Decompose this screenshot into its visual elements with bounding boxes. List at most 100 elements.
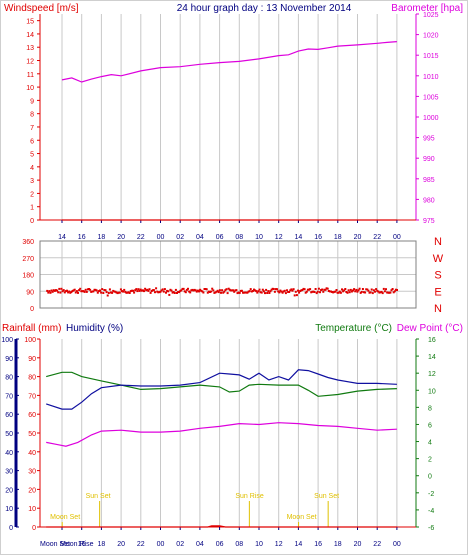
wind-direction-point	[282, 290, 285, 293]
wind-direction-point	[137, 288, 140, 291]
wind-direction-point	[301, 289, 304, 291]
wind-direction-point	[147, 289, 150, 292]
wind-direction-point	[190, 289, 193, 292]
wind-direction-point	[183, 290, 186, 293]
wind-direction-point	[339, 291, 342, 294]
wind-direction-point	[342, 290, 345, 293]
wind-direction-point	[151, 289, 154, 292]
wind-direction-point	[86, 288, 89, 291]
windspeed-tick-label: 6	[30, 138, 34, 145]
wind-direction-point	[134, 289, 137, 292]
wind-direction-point	[189, 291, 192, 294]
wind-direction-point	[246, 291, 249, 294]
wind-direction-point	[355, 288, 358, 291]
wind-direction-point	[393, 290, 396, 293]
wind-direction-point	[104, 289, 107, 292]
wind-direction-point	[302, 287, 305, 290]
temperature-axis-title: Temperature (°C)	[315, 323, 392, 334]
barometer-tick-label: 985	[423, 177, 435, 184]
top-x-tick-label: 20	[117, 234, 125, 241]
barometer-tick-label: 990	[423, 156, 435, 163]
wind-direction-point	[187, 287, 189, 290]
wind-direction-point	[363, 291, 365, 294]
rainfall-tick-label: 10	[5, 506, 13, 513]
windspeed-tick-label: 4	[30, 165, 34, 172]
temperature-tick-label: -4	[428, 508, 434, 515]
wind-direction-point	[325, 287, 328, 290]
wind-direction-point	[284, 292, 287, 295]
compass-label: W	[433, 253, 444, 265]
wind-direction-point	[232, 289, 235, 292]
wind-direction-point	[220, 291, 222, 294]
wind-direction-point	[222, 291, 225, 294]
bottom-x-tick-label: 02	[176, 541, 184, 548]
bottom-x-tick-label: 22	[137, 541, 145, 548]
bottom-x-tick-label: 10	[255, 541, 263, 548]
wind-direction-point	[378, 291, 381, 294]
wind-direction-point	[117, 291, 120, 294]
wind-direction-point	[237, 291, 240, 294]
sun-rise-label: Sun Rise	[235, 493, 264, 500]
wind-direction-tick-label: 270	[22, 256, 34, 263]
barometer-tick-label: 1000	[423, 115, 439, 122]
wind-direction-point	[264, 292, 266, 295]
wind-direction-point	[334, 290, 337, 293]
wind-direction-point	[198, 290, 200, 293]
windspeed-tick-label: 12	[26, 59, 34, 66]
bottom-x-tick-label: 08	[235, 541, 243, 548]
wind-direction-point	[173, 292, 176, 294]
rainfall-axis-title: Rainfall (mm)	[2, 323, 61, 334]
wind-direction-point	[288, 291, 291, 293]
wind-direction-point	[279, 289, 282, 292]
wind-direction-point	[143, 290, 145, 293]
rainfall-tick-label: 0	[9, 525, 13, 532]
wind-direction-point	[374, 290, 376, 293]
rainfall-tick-label: 100	[1, 337, 13, 344]
wind-direction-point	[326, 287, 329, 290]
wind-direction-point	[240, 289, 243, 292]
compass-label: N	[434, 236, 442, 248]
wind-direction-point	[69, 291, 72, 294]
wind-direction-point	[157, 291, 160, 294]
wind-direction-point	[344, 288, 347, 290]
wind-direction-point	[376, 289, 379, 292]
wind-direction-point	[337, 291, 340, 294]
wind-direction-point	[327, 290, 330, 292]
windspeed-tick-label: 15	[26, 19, 34, 26]
wind-direction-point	[380, 290, 383, 293]
wind-direction-point	[236, 292, 239, 295]
series-humidity-line	[46, 422, 397, 447]
wind-direction-point	[242, 291, 244, 294]
wind-direction-point	[349, 288, 352, 291]
wind-direction-point	[163, 288, 166, 291]
wind-direction-point	[145, 289, 148, 292]
wind-direction-point	[103, 289, 106, 291]
wind-direction-point	[289, 289, 292, 292]
wind-direction-point	[57, 291, 60, 294]
wind-direction-point	[138, 289, 141, 292]
compass-label: N	[434, 303, 442, 315]
wind-direction-point	[96, 291, 99, 294]
wind-direction-point	[316, 290, 319, 293]
wind-direction-point	[216, 289, 219, 292]
sun-set-label-2: Sun Set	[314, 493, 339, 500]
windspeed-axis-title: Windspeed [m/s]	[4, 3, 79, 14]
compass-label: E	[434, 286, 441, 298]
wind-direction-point	[204, 288, 207, 290]
temperature-tick-label: 16	[428, 337, 436, 344]
wind-direction-point	[361, 288, 364, 290]
wind-direction-point	[205, 288, 208, 291]
wind-direction-point	[115, 291, 118, 294]
top-x-tick-label: 08	[235, 234, 243, 241]
wind-direction-point	[176, 292, 178, 294]
wind-direction-point	[300, 289, 303, 292]
windspeed-tick-label: 14	[26, 32, 34, 39]
wind-direction-point	[320, 289, 323, 291]
wind-direction-point	[251, 290, 254, 292]
wind-direction-point	[94, 288, 97, 291]
wind-direction-point	[89, 288, 92, 291]
windspeed-tick-label: 8	[30, 112, 34, 119]
wind-direction-point	[231, 289, 233, 292]
wind-direction-point	[63, 291, 66, 294]
wind-direction-point	[174, 288, 177, 291]
